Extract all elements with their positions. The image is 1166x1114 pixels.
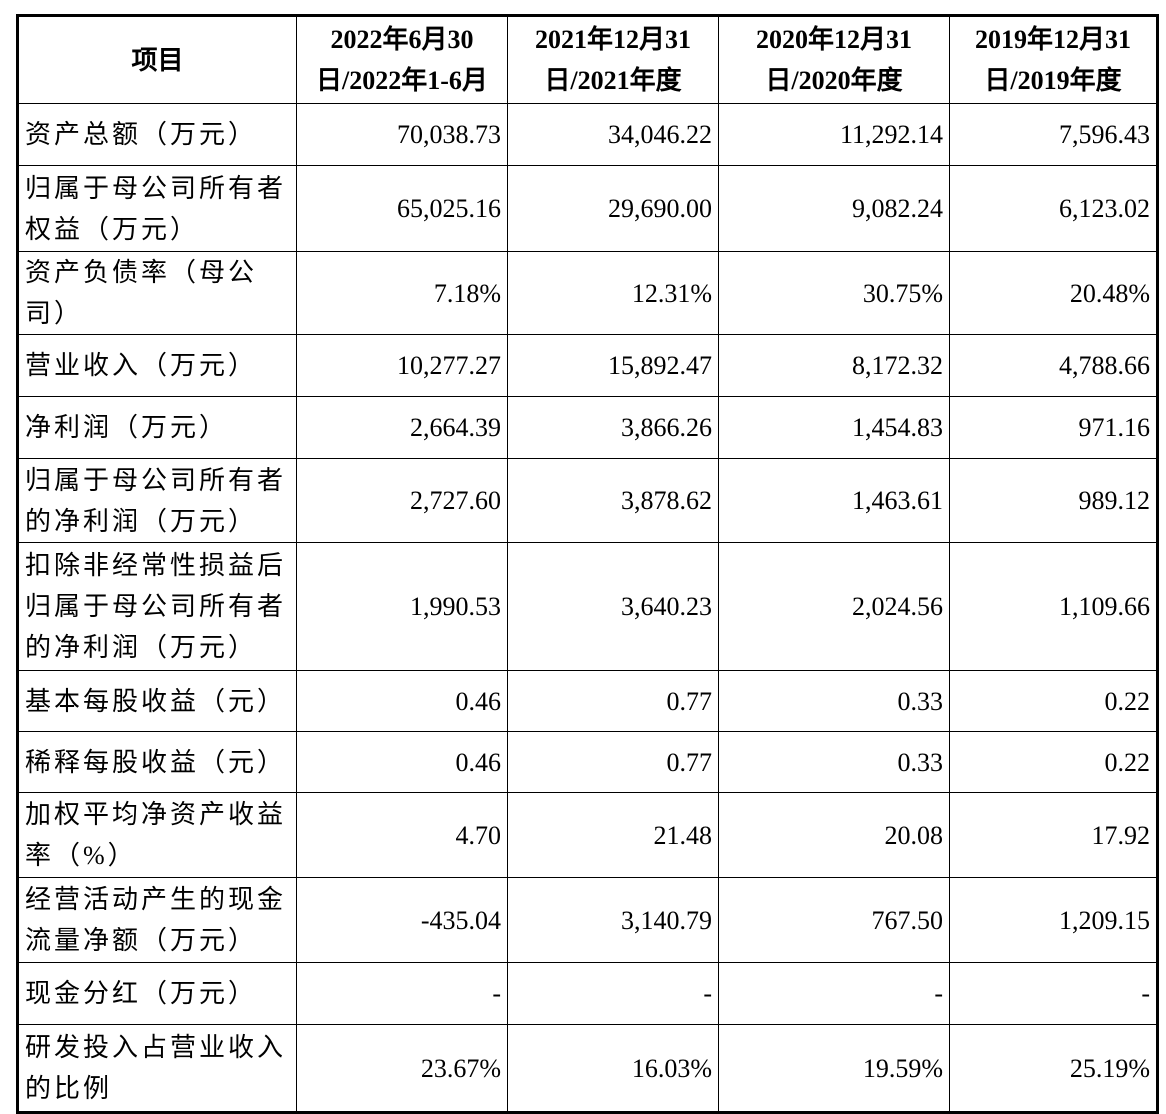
cell-value: 8,172.32: [718, 334, 950, 397]
cell-value: 23.67%: [296, 1024, 508, 1113]
table-row: 现金分红（万元） - - - -: [17, 962, 1158, 1025]
cell-value: 0.33: [718, 731, 950, 793]
header-text: 2019年12月31: [974, 25, 1131, 54]
cell-value: 2,727.60: [296, 458, 508, 543]
row-label: 营业收入（万元）: [17, 334, 297, 397]
cell-value: 1,209.15: [949, 877, 1158, 963]
row-label: 稀释每股收益（元）: [17, 731, 297, 793]
row-label: 基本每股收益（元）: [17, 670, 297, 732]
cell-value: -: [296, 962, 508, 1025]
cell-value: 1,463.61: [718, 458, 950, 543]
header-text: 日/2021年度: [544, 66, 682, 95]
table-row: 经营活动产生的现金流量净额（万元） -435.04 3,140.79 767.50 1,…: [17, 877, 1158, 963]
table-row: 归属于母公司所有者的净利润（万元） 2,727.60 3,878.62 1,463.6…: [17, 458, 1158, 543]
cell-value: 1,109.66: [949, 542, 1158, 671]
header-text: 项目: [131, 45, 184, 75]
cell-value: 2,664.39: [296, 396, 508, 459]
cell-value: 4,788.66: [949, 334, 1158, 397]
cell-value: 20.08: [718, 792, 950, 878]
cell-value: 7.18%: [296, 251, 508, 335]
row-label: 经营活动产生的现金流量净额（万元）: [17, 877, 297, 963]
cell-value: 16.03%: [507, 1024, 719, 1113]
financial-table: 项目 2022年6月30 日/2022年1-6月 2021年12月31 日/2021年度…: [16, 14, 1159, 1114]
header-text: 2020年12月31: [755, 25, 912, 54]
cell-value: 0.33: [718, 670, 950, 732]
cell-value: 3,866.26: [507, 396, 719, 459]
header-cell: 2020年12月31 日/2020年度: [718, 15, 950, 104]
cell-value: 19.59%: [718, 1024, 950, 1113]
row-label: 净利润（万元）: [17, 396, 297, 459]
cell-value: 767.50: [718, 877, 950, 963]
cell-value: 1,990.53: [296, 542, 508, 671]
header-text: 日/2022年1-6月: [316, 66, 488, 95]
header-text: 日/2019年度: [984, 66, 1122, 95]
table-row: 资产负债率（母公司） 7.18% 12.31% 30.75% 20.48%: [17, 251, 1158, 335]
table-row: 营业收入（万元） 10,277.27 15,892.47 8,172.32 4,788.…: [17, 334, 1158, 397]
row-label: 现金分红（万元）: [17, 962, 297, 1025]
table-row: 净利润（万元） 2,664.39 3,866.26 1,454.83 971.16: [17, 396, 1158, 459]
row-label: 扣除非经常性损益后归属于母公司所有者的净利润（万元）: [17, 542, 297, 671]
cell-value: 70,038.73: [296, 103, 508, 166]
cell-value: 17.92: [949, 792, 1158, 878]
table-row: 资产总额（万元） 70,038.73 34,046.22 11,292.14 7,596…: [17, 103, 1158, 166]
cell-value: 9,082.24: [718, 165, 950, 252]
cell-value: 29,690.00: [507, 165, 719, 252]
cell-value: 3,140.79: [507, 877, 719, 963]
cell-value: 15,892.47: [507, 334, 719, 397]
cell-value: 0.22: [949, 670, 1158, 732]
header-cell: 2019年12月31 日/2019年度: [949, 15, 1158, 104]
cell-value: 20.48%: [949, 251, 1158, 335]
cell-value: 4.70: [296, 792, 508, 878]
row-label: 归属于母公司所有者的净利润（万元）: [17, 458, 297, 543]
row-label: 资产总额（万元）: [17, 103, 297, 166]
cell-value: 971.16: [949, 396, 1158, 459]
row-label: 加权平均净资产收益率（%）: [17, 792, 297, 878]
header-text: 2022年6月30: [330, 25, 474, 54]
cell-value: 25.19%: [949, 1024, 1158, 1113]
table-row: 归属于母公司所有者权益（万元） 65,025.16 29,690.00 9,082.2…: [17, 165, 1158, 252]
row-label: 研发投入占营业收入的比例: [17, 1024, 297, 1113]
row-label: 归属于母公司所有者权益（万元）: [17, 165, 297, 252]
cell-value: -: [949, 962, 1158, 1025]
header-row: 项目 2022年6月30 日/2022年1-6月 2021年12月31 日/2021年度…: [17, 15, 1158, 104]
row-label: 资产负债率（母公司）: [17, 251, 297, 335]
cell-value: -: [507, 962, 719, 1025]
cell-value: 65,025.16: [296, 165, 508, 252]
header-cell: 项目: [17, 15, 297, 104]
cell-value: 3,640.23: [507, 542, 719, 671]
cell-value: 34,046.22: [507, 103, 719, 166]
cell-value: 10,277.27: [296, 334, 508, 397]
header-text: 2021年12月31: [534, 25, 691, 54]
cell-value: 2,024.56: [718, 542, 950, 671]
cell-value: 30.75%: [718, 251, 950, 335]
cell-value: 0.77: [507, 731, 719, 793]
header-cell: 2021年12月31 日/2021年度: [507, 15, 719, 104]
cell-value: 0.22: [949, 731, 1158, 793]
table-row: 基本每股收益（元） 0.46 0.77 0.33 0.22: [17, 670, 1158, 732]
table-body: 资产总额（万元） 70,038.73 34,046.22 11,292.14 7,596…: [17, 103, 1158, 1113]
cell-value: -435.04: [296, 877, 508, 963]
cell-value: 7,596.43: [949, 103, 1158, 166]
cell-value: 21.48: [507, 792, 719, 878]
cell-value: 0.46: [296, 731, 508, 793]
table-row: 研发投入占营业收入的比例 23.67% 16.03% 19.59% 25.19%: [17, 1024, 1158, 1113]
cell-value: 1,454.83: [718, 396, 950, 459]
cell-value: -: [718, 962, 950, 1025]
cell-value: 989.12: [949, 458, 1158, 543]
table-row: 扣除非经常性损益后归属于母公司所有者的净利润（万元） 1,990.53 3,640.…: [17, 542, 1158, 671]
table-row: 稀释每股收益（元） 0.46 0.77 0.33 0.22: [17, 731, 1158, 793]
header-text: 日/2020年度: [765, 66, 903, 95]
cell-value: 12.31%: [507, 251, 719, 335]
cell-value: 6,123.02: [949, 165, 1158, 252]
table-row: 加权平均净资产收益率（%） 4.70 21.48 20.08 17.92: [17, 792, 1158, 878]
cell-value: 0.46: [296, 670, 508, 732]
header-cell: 2022年6月30 日/2022年1-6月: [296, 15, 508, 104]
cell-value: 0.77: [507, 670, 719, 732]
cell-value: 3,878.62: [507, 458, 719, 543]
cell-value: 11,292.14: [718, 103, 950, 166]
